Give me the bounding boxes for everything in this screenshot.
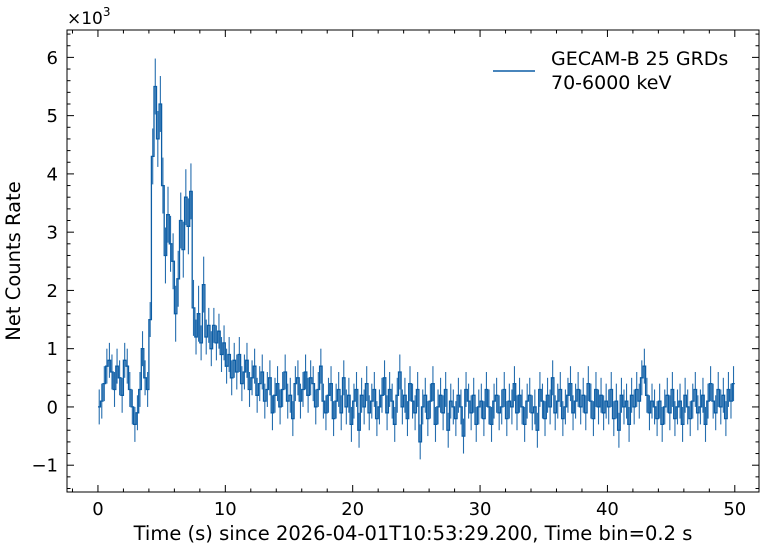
y-tick-label: 2 (47, 281, 58, 302)
y-tick-label: 3 (47, 223, 58, 244)
y-tick-label: 4 (47, 164, 58, 185)
light-curve-step-line (98, 85, 735, 443)
x-tick-label: 0 (92, 499, 103, 520)
y-tick-label: −1 (31, 456, 58, 477)
y-tick-label: 1 (47, 339, 58, 360)
x-tick-label: 40 (596, 499, 619, 520)
y-axis-label: Net Counts Rate (2, 181, 25, 340)
legend-label-line1: GECAM-B 25 GRDs (551, 48, 728, 70)
x-tick-label: 50 (723, 499, 746, 520)
x-tick-label: 30 (469, 499, 492, 520)
y-tick-label: 5 (47, 106, 58, 127)
plot-frame (66, 29, 760, 493)
axis-ticks: 0 10 20 30 40 50 −1 0 1 2 3 4 5 6 (31, 30, 759, 520)
x-tick-label: 20 (341, 499, 364, 520)
x-tick-label: 10 (214, 499, 237, 520)
x-axis-label: Time (s) since 2026-04-01T10:53:29.200, … (133, 522, 693, 545)
legend: GECAM-B 25 GRDs 70-6000 keV (493, 48, 728, 94)
legend-label-line2: 70-6000 keV (551, 72, 671, 94)
y-tick-label: 6 (47, 48, 58, 69)
y-multiplier: ×103 (67, 5, 111, 29)
y-tick-label: 0 (47, 397, 58, 418)
